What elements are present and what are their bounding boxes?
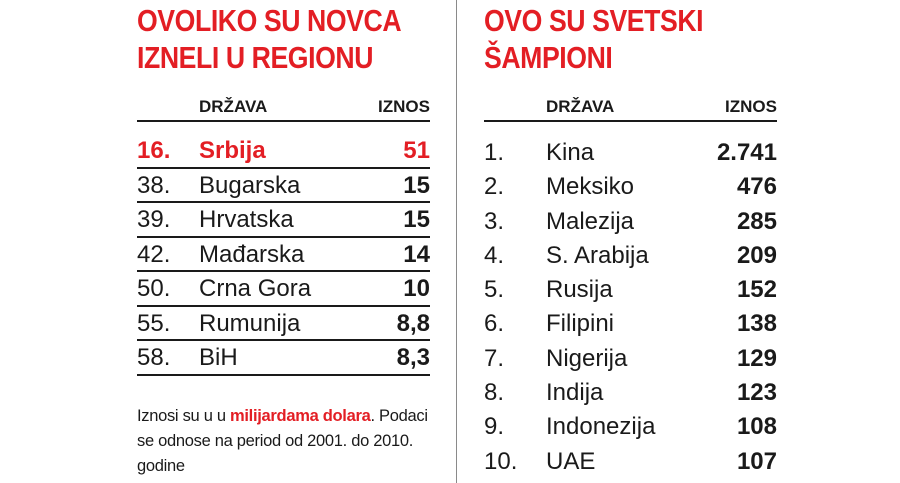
right-header-country: DRŽAVA	[546, 97, 615, 116]
table-row: 1. Kina 2.741	[484, 136, 777, 170]
amount-cell: 107	[736, 447, 777, 475]
country-cell: Rusija	[546, 276, 613, 304]
country-cell: Srbija	[199, 137, 266, 164]
country-cell: Crna Gora	[199, 275, 312, 302]
table-row: 39. Hrvatska 15	[137, 203, 430, 238]
footnote: Iznosi su u u milijardama dolara. Podaci…	[137, 404, 437, 479]
rank-cell: 6.	[484, 310, 505, 338]
country-cell: Bugarska	[199, 171, 301, 199]
country-cell: Kina	[546, 139, 595, 166]
country-cell: UAE	[546, 447, 596, 475]
amount-cell: 51	[403, 137, 430, 164]
column-divider	[456, 0, 457, 483]
footnote-highlight-2: dolara	[322, 407, 371, 425]
country-cell: BiH	[199, 344, 238, 371]
right-table-body: 1. Kina 2.741 2. Meksiko 476 3. Malezija 285 4. S.…	[484, 136, 777, 479]
rank-cell: 39.	[137, 206, 171, 233]
rank-cell: 10.	[484, 447, 518, 475]
country-cell: Hrvatska	[199, 206, 294, 233]
amount-cell: 14	[403, 240, 430, 268]
amount-cell: 129	[736, 344, 777, 372]
right-header-amount: IZNOS	[725, 97, 777, 116]
amount-cell: 476	[736, 173, 777, 201]
amount-cell: 15	[403, 171, 430, 199]
right-title: OVO SU SVETSKI ŠAMPIONI	[484, 2, 736, 78]
amount-cell: 15	[403, 206, 430, 233]
country-cell: Nigerija	[546, 344, 628, 372]
rank-cell: 16.	[137, 137, 171, 164]
footnote-highlight-1: milijardama	[230, 407, 319, 425]
left-title-line-1: OVOLIKO SU NOVCA	[137, 3, 402, 38]
rank-cell: 38.	[137, 171, 171, 199]
table-row: 3. Malezija 285	[484, 205, 777, 239]
rank-cell: 55.	[137, 309, 171, 337]
rank-cell: 1.	[484, 139, 505, 166]
rank-cell: 8.	[484, 379, 505, 407]
table-row: 10. UAE 107	[484, 445, 777, 479]
amount-cell: 138	[736, 310, 777, 338]
amount-cell: 209	[736, 241, 777, 269]
amount-cell: 8,3	[396, 344, 430, 371]
table-row: 42. Mađarska 14	[137, 238, 430, 272]
table-row: 4. S. Arabija 209	[484, 239, 777, 273]
right-title-line-2: ŠAMPIONI	[484, 40, 613, 75]
left-header-amount: IZNOS	[378, 97, 430, 116]
country-cell: S. Arabija	[546, 241, 649, 269]
footnote-text-1: Iznosi su u u	[137, 407, 231, 425]
rank-cell: 42.	[137, 240, 171, 268]
left-table-body: 16. Srbija 51 38. Bugarska 15 39. Hrvatska 15 42.…	[137, 134, 430, 376]
table-row: 16. Srbija 51	[137, 134, 430, 169]
table-row: 50. Crna Gora 10	[137, 272, 430, 307]
rank-cell: 4.	[484, 241, 505, 269]
table-row: 6. Filipini 138	[484, 307, 777, 341]
rank-cell: 50.	[137, 275, 171, 302]
amount-cell: 108	[736, 413, 777, 441]
rank-cell: 9.	[484, 413, 505, 441]
amount-cell: 8,8	[396, 309, 430, 337]
right-panel: OVO SU SVETSKI ŠAMPIONI DRŽAVA IZNOS 1. K…	[484, 0, 777, 479]
table-row: 58. BiH 8,3	[137, 341, 430, 376]
table-row: 7. Nigerija 129	[484, 342, 777, 376]
amount-cell: 152	[736, 276, 777, 304]
rank-cell: 2.	[484, 173, 505, 201]
footnote-text-2: . Podaci se odnose na period od 2001. do…	[137, 407, 428, 475]
rank-cell: 5.	[484, 276, 505, 304]
country-cell: Indonezija	[546, 413, 656, 441]
right-table-header: DRŽAVA IZNOS	[484, 92, 777, 122]
amount-cell: 123	[736, 379, 777, 407]
left-table-header: DRŽAVA IZNOS	[137, 92, 430, 122]
amount-cell: 10	[403, 275, 430, 302]
rank-cell: 7.	[484, 344, 505, 372]
table-row: 2. Meksiko 476	[484, 170, 777, 204]
country-cell: Meksiko	[546, 173, 635, 201]
table-row: 38. Bugarska 15	[137, 169, 430, 203]
left-title: OVOLIKO SU NOVCA IZNELI U REGIONU	[137, 2, 402, 78]
left-panel: OVOLIKO SU NOVCA IZNELI U REGIONU DRŽAVA…	[137, 0, 430, 376]
country-cell: Rumunija	[199, 309, 301, 337]
table-row: 9. Indonezija 108	[484, 410, 777, 444]
table-row: 5. Rusija 152	[484, 273, 777, 307]
country-cell: Filipini	[546, 310, 615, 338]
country-cell: Malezija	[546, 207, 635, 235]
country-cell: Indija	[546, 379, 604, 407]
rank-cell: 3.	[484, 207, 505, 235]
table-row: 55. Rumunija 8,8	[137, 307, 430, 341]
table-row: 8. Indija 123	[484, 376, 777, 410]
rank-cell: 58.	[137, 344, 171, 371]
amount-cell: 285	[736, 207, 777, 235]
left-title-line-2: IZNELI U REGIONU	[137, 40, 374, 75]
right-title-line-1: OVO SU SVETSKI	[484, 3, 704, 38]
country-cell: Mađarska	[199, 240, 305, 268]
left-header-country: DRŽAVA	[199, 97, 268, 116]
amount-cell: 2.741	[716, 139, 777, 166]
